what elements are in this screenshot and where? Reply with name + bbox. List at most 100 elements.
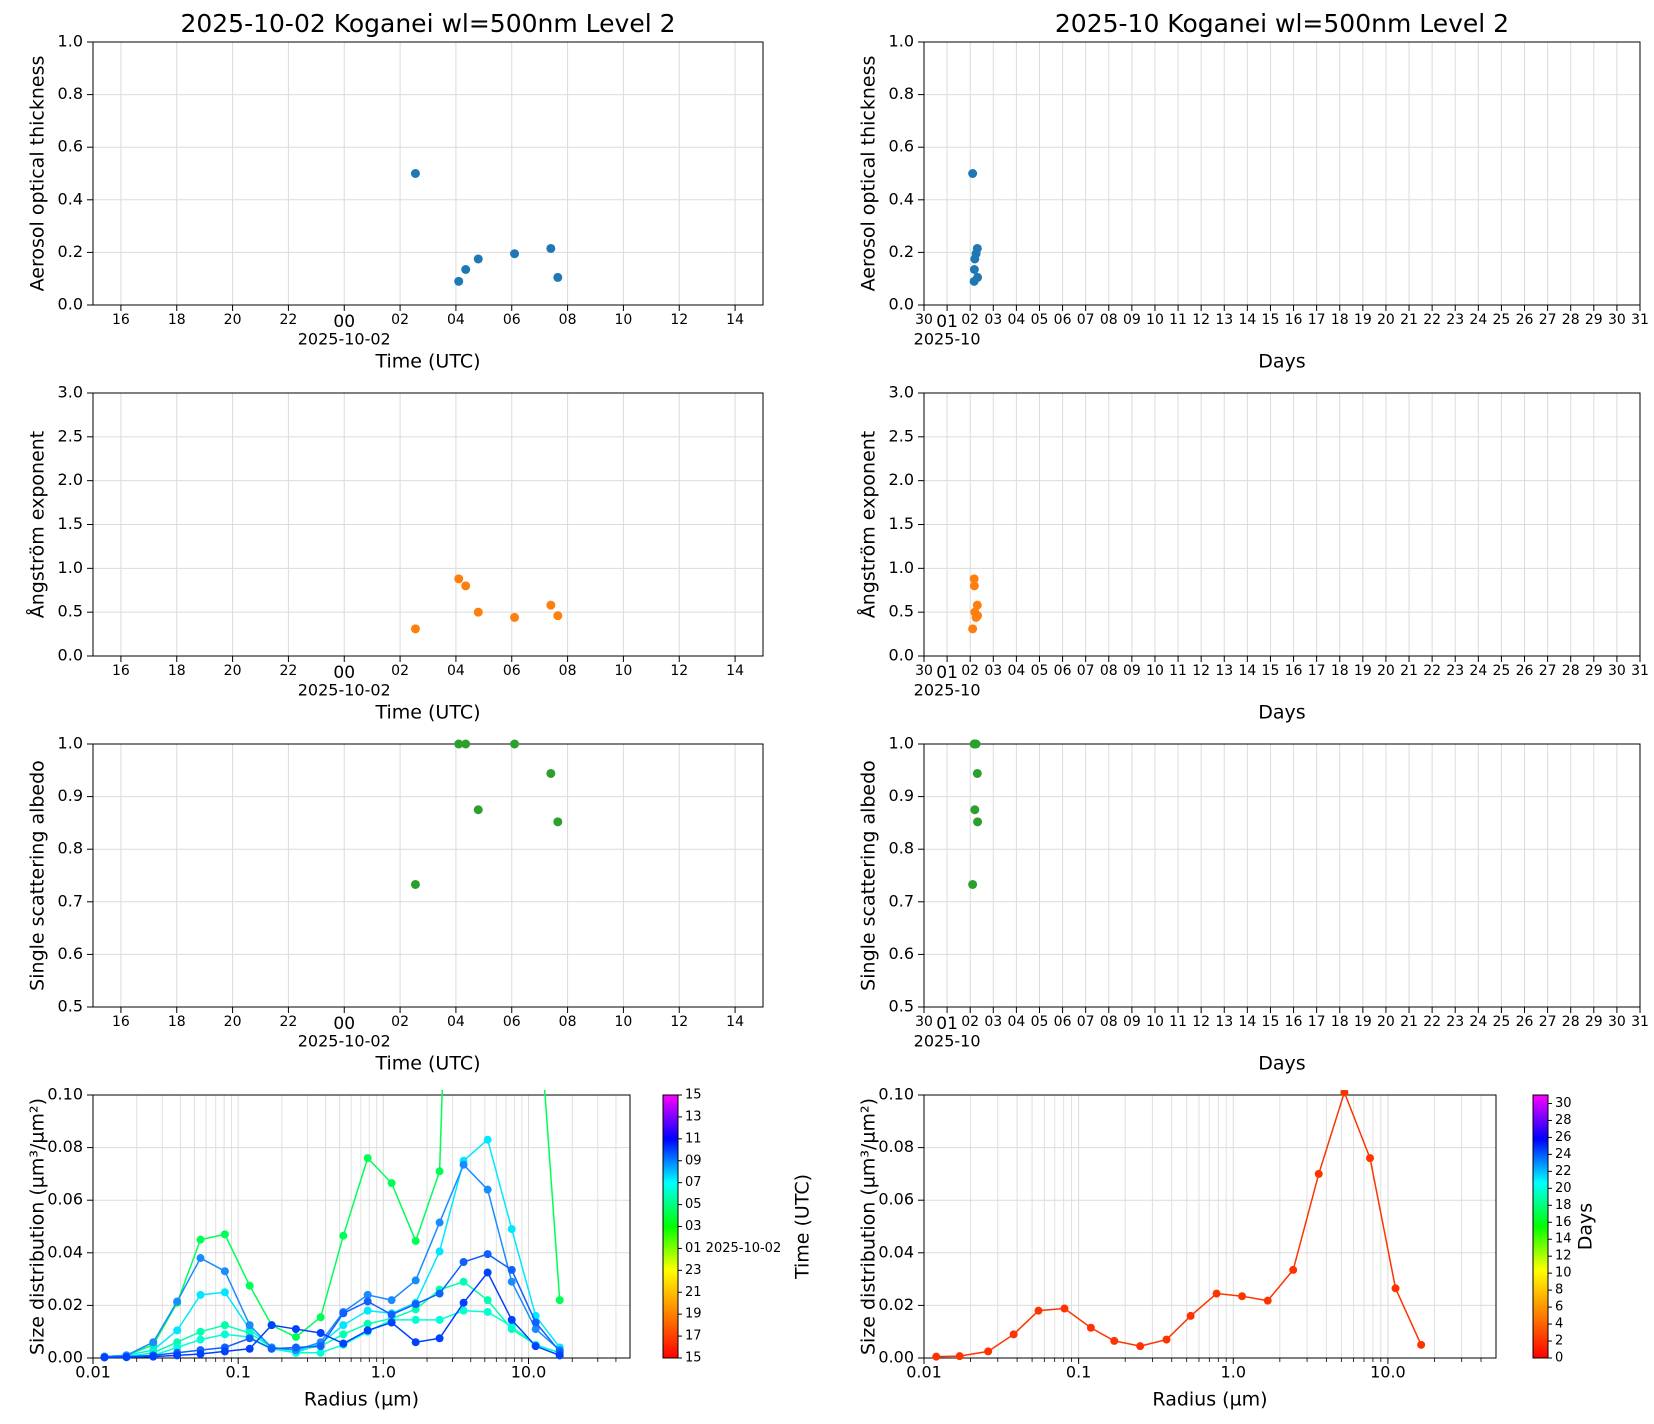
data-layer [968, 574, 983, 634]
x-tick-label: 07 [1077, 312, 1095, 328]
x-tick-label: 10 [615, 1014, 633, 1030]
colorbar-label: Time (UTC) [792, 1174, 814, 1280]
x-tick-label: 01 [936, 1014, 958, 1034]
point [363, 1319, 372, 1328]
colorbar-tick-label: 15 [685, 1088, 702, 1103]
point [1289, 1265, 1298, 1274]
colorbar-tick-label: 09 [685, 1153, 702, 1168]
plot-frame [923, 743, 1641, 1008]
y-tick-label: 0.0 [889, 646, 914, 665]
point [363, 1290, 372, 1299]
x-tick-label: 18 [1331, 663, 1349, 679]
x-tick-label: 22 [280, 1014, 298, 1030]
plot-frame [923, 1094, 1497, 1359]
x-tick-label: 18 [168, 663, 186, 679]
point [435, 1247, 444, 1256]
point [410, 169, 420, 178]
x-tick-label: 08 [1100, 312, 1118, 328]
point [1314, 1169, 1323, 1178]
point [149, 1352, 158, 1361]
chart-title: 2025-10-02 Koganei wl=500nm Level 2 [180, 9, 675, 38]
x-tick-label: 19 [1354, 1014, 1372, 1030]
x-tick-label: 23 [1446, 312, 1464, 328]
x-tick-label: 31 [1631, 663, 1649, 679]
x-tick-label: 02 [961, 1014, 979, 1030]
point [507, 1277, 516, 1286]
point [507, 1322, 516, 1331]
point [483, 1250, 492, 1259]
x-tick-label: 25 [1493, 1014, 1511, 1030]
point [220, 1330, 229, 1339]
x-tick-label: 18 [168, 1014, 186, 1030]
point [553, 817, 563, 827]
x-tick-label: 30 [915, 663, 933, 679]
point [339, 1339, 348, 1348]
x-tick-label: 08 [559, 1014, 577, 1030]
y-tick-label: 0.8 [889, 839, 914, 858]
point [339, 1231, 348, 1240]
y-tick-label: 1.0 [58, 734, 83, 753]
point [291, 1325, 300, 1334]
colorbar [662, 1094, 679, 1359]
subplot: 0.5 0.6 0.7 0.8 0.9 1.0 16 18 20 22 002025-10-0202… [27, 734, 764, 1075]
point [968, 879, 978, 889]
point [461, 739, 471, 749]
y-tick-label: 1.5 [889, 514, 914, 533]
x-tick-label: 20 [1377, 312, 1395, 328]
point [546, 768, 556, 778]
y-tick-label: 0.4 [58, 189, 83, 208]
x-tick-label: 22 [280, 312, 298, 328]
x-tick-label: 24 [1469, 663, 1487, 679]
point [1110, 1336, 1119, 1345]
colorbar-tick-label: 2 [1555, 1334, 1563, 1349]
y-tick-label: 1.0 [58, 32, 83, 51]
point [363, 1306, 372, 1315]
point [410, 879, 420, 889]
x-tick-label: 06 [503, 1014, 521, 1030]
x-tick-label: 11 [1169, 1014, 1187, 1030]
colorbar [1532, 1094, 1549, 1359]
colorbar-tick-label: 03 [685, 1219, 702, 1234]
x-tick-label: 30 [1608, 312, 1626, 328]
colorbar-tick-label: 26 [1555, 1130, 1572, 1145]
x-tick-label: 21 [1400, 1014, 1418, 1030]
x-tick-label: 30 [1608, 1014, 1626, 1030]
x-tick-label: 20 [224, 1014, 242, 1030]
data-layer [968, 739, 983, 889]
point [196, 1327, 205, 1336]
x-tick-label: 02 [961, 663, 979, 679]
x-tick-label: 09 [1123, 663, 1141, 679]
point [555, 1351, 564, 1360]
x-tick-label: 30 [1608, 663, 1626, 679]
x-tick-label: 0.1 [1066, 1363, 1091, 1382]
point [245, 1321, 254, 1330]
point [507, 1315, 516, 1324]
point [1391, 1284, 1400, 1293]
point [507, 1225, 516, 1234]
point [1212, 1289, 1221, 1298]
y-tick-label: 0.5 [58, 997, 83, 1016]
x-tick-label: 18 [1331, 312, 1349, 328]
point [507, 1265, 516, 1274]
point [339, 1309, 348, 1318]
x-tick-label: 09 [1123, 312, 1141, 328]
point [483, 1296, 492, 1305]
point [984, 1347, 993, 1356]
series-line [104, 1138, 561, 1358]
point [220, 1321, 229, 1330]
data-layer [968, 169, 983, 286]
x-tick-label: 00 [333, 1014, 355, 1034]
point [510, 612, 520, 622]
x-tick-label: 16 [1285, 312, 1303, 328]
x-tick-label: 04 [1007, 663, 1025, 679]
point [196, 1290, 205, 1299]
x-tick-label: 12 [1192, 1014, 1210, 1030]
y-axis-label: Single scattering albedo [27, 760, 49, 991]
x-tick-label: 12 [1192, 312, 1210, 328]
subplot: 0.0 0.2 0.4 0.6 0.8 1.0 16 18 20 22 002025-10-0202… [27, 9, 764, 373]
point [435, 1218, 444, 1227]
point [484, 171, 492, 179]
y-axis-label: Size distribution (µm³/µm²) [27, 1098, 49, 1355]
x-axis-label: Days [1258, 1053, 1305, 1075]
